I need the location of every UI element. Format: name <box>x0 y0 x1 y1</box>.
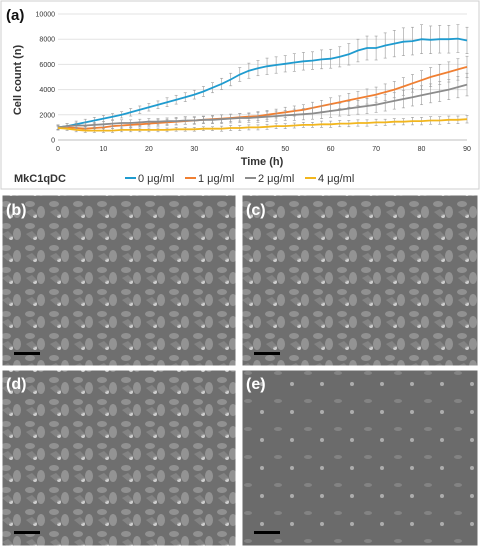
y-tick-label: 4000 <box>39 87 55 94</box>
series-3 <box>56 115 469 133</box>
legend-item: 4 μg/ml <box>305 173 354 185</box>
x-tick-label: 70 <box>372 146 380 153</box>
x-tick-label: 80 <box>418 146 426 153</box>
micrograph-image <box>1 369 237 547</box>
legend-label: 4 μg/ml <box>318 173 354 185</box>
y-tick-label: 2000 <box>39 112 55 119</box>
micrograph-image <box>241 194 479 367</box>
micrograph-b: (b) <box>1 194 237 367</box>
scale-bar <box>254 352 280 355</box>
legend-label: 1 μg/ml <box>198 173 234 185</box>
chart-legend: MkC1qDC 0 μg/ml 1 μg/ml 2 μg/ml 4 μg/ml <box>14 173 354 185</box>
panel-label-c: (c) <box>246 202 266 219</box>
series-2 <box>56 72 469 131</box>
panel-label-e: (e) <box>246 376 266 393</box>
micrograph-image <box>1 194 237 367</box>
series-line <box>57 37 468 129</box>
scale-bar <box>254 531 280 534</box>
x-tick-label: 30 <box>190 146 198 153</box>
series-0 <box>56 24 469 131</box>
y-tick-label: 6000 <box>39 62 55 69</box>
legend-item: 2 μg/ml <box>245 173 294 185</box>
x-tick-label: 90 <box>463 146 471 153</box>
x-tick-labels: 0 10 20 30 40 50 60 70 80 90 <box>56 146 471 153</box>
series-layer <box>56 24 469 133</box>
scale-bar <box>14 352 40 355</box>
series-line <box>57 118 468 132</box>
micrograph-e: (e) <box>241 369 479 547</box>
legend-label: 0 μg/ml <box>138 173 174 185</box>
legend-label: 2 μg/ml <box>258 173 294 185</box>
panel-label-d: (d) <box>6 376 26 393</box>
panel-label-a: (a) <box>6 7 24 24</box>
y-tick-label: 10000 <box>36 12 56 19</box>
chart-panel: (a) 0 2000 4000 6000 8000 10000 0 10 20 30 40 50 60… <box>0 0 480 190</box>
legend-item: 0 μg/ml <box>125 173 174 185</box>
y-axis-label: Cell count (n) <box>12 45 24 116</box>
y-tick-labels: 0 2000 4000 6000 8000 10000 <box>36 12 56 145</box>
y-tick-label: 0 <box>51 138 55 145</box>
micrograph-d: (d) <box>1 369 237 547</box>
x-tick-label: 10 <box>100 146 108 153</box>
x-tick-label: 20 <box>145 146 153 153</box>
series-line <box>57 83 468 129</box>
x-tick-label: 0 <box>56 146 60 153</box>
legend-title: MkC1qDC <box>14 173 66 185</box>
y-tick-label: 8000 <box>39 37 55 44</box>
panel-label-b: (b) <box>6 202 26 219</box>
series-line <box>58 66 468 130</box>
x-tick-label: 60 <box>327 146 335 153</box>
x-tick-label: 50 <box>281 146 289 153</box>
chart-grid <box>58 13 467 116</box>
scale-bar <box>14 531 40 534</box>
x-tick-label: 40 <box>236 146 244 153</box>
legend-item: 1 μg/ml <box>185 173 234 185</box>
micrograph-c: (c) <box>241 194 479 367</box>
micrograph-image <box>241 369 479 547</box>
chart-border <box>0 0 480 190</box>
x-axis-label: Time (h) <box>241 156 284 168</box>
